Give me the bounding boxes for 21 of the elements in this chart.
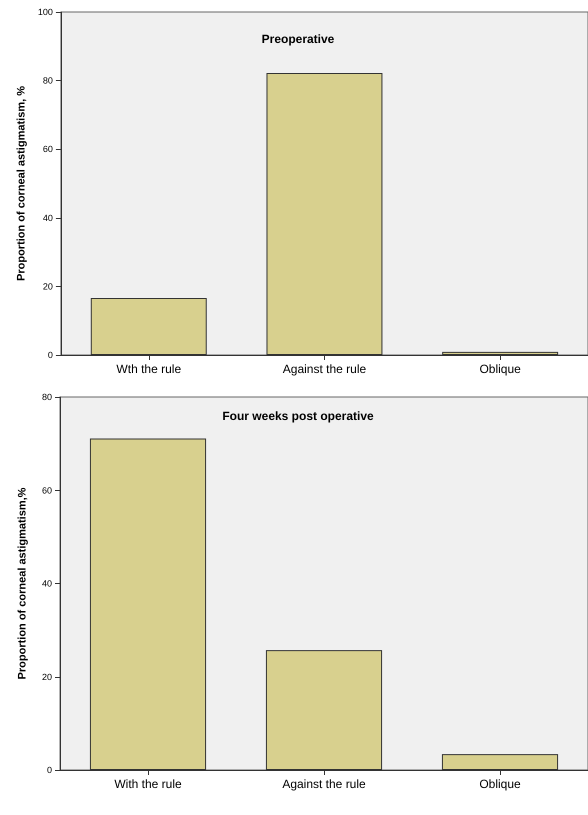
x-tick-label: Oblique — [479, 362, 522, 376]
x-tick-label: Wth the rule — [116, 362, 182, 376]
y-tick-label: 20 — [42, 281, 53, 292]
y-tick-label: 40 — [42, 578, 52, 588]
y-tick-label: 20 — [42, 672, 52, 682]
y-tick-label: 100 — [38, 7, 53, 17]
y-tick-label: 60 — [42, 485, 52, 496]
x-tick-label: Against the rule — [282, 777, 366, 791]
y-axis-title: Proportion of corneal astigmatism, % — [16, 86, 28, 281]
y-axis-title: Proportion of corneal astigmatism,% — [16, 487, 28, 680]
x-tick-label: Oblique — [479, 777, 521, 791]
text: Four weeks post operative — [222, 409, 374, 423]
y-tick-label: 0 — [48, 350, 53, 360]
y-tick-label: 80 — [42, 76, 53, 86]
y-tick-label: 0 — [46, 765, 52, 775]
y-tick-label: 60 — [42, 144, 53, 154]
y-tick-label: 40 — [42, 212, 53, 223]
x-tick-label: With the rule — [114, 777, 182, 791]
x-tick-label: Against the rule — [282, 362, 366, 376]
text: Preoperative — [262, 32, 335, 46]
y-tick-label: 80 — [42, 392, 52, 402]
